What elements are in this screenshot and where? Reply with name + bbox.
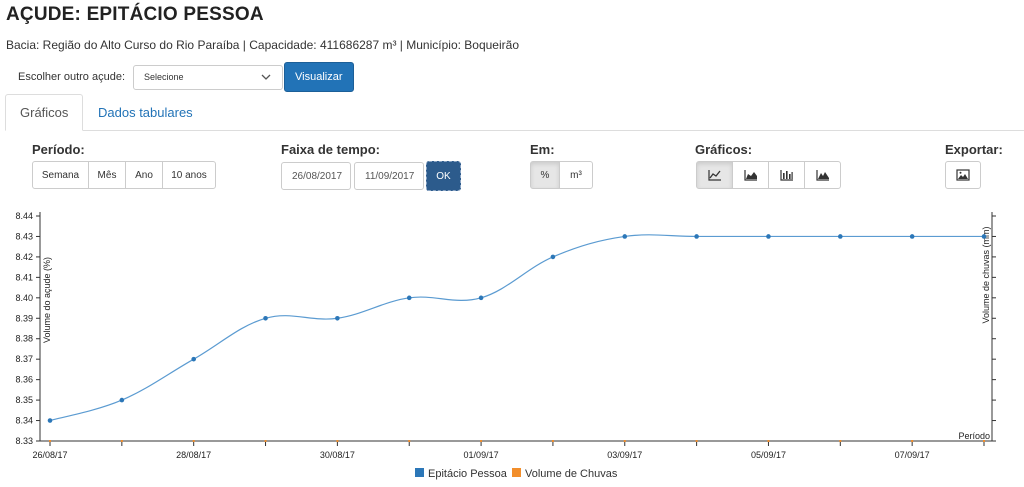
rain-mark (839, 440, 842, 442)
image-icon (956, 169, 970, 181)
date-to-input[interactable]: 11/09/2017 (354, 162, 424, 190)
y-tick-label: 8.39 (15, 313, 33, 323)
unit-percent-button[interactable]: % (530, 161, 560, 189)
y-tick-label: 8.36 (15, 375, 33, 385)
chart-type-button-group (696, 161, 841, 189)
period-button-group: Semana Mês Ano 10 anos (32, 161, 216, 189)
y-axis-label: Volume do açude (%) (42, 257, 52, 343)
visualize-button[interactable]: Visualizar (284, 62, 354, 92)
data-point[interactable] (263, 315, 268, 321)
data-point[interactable] (406, 295, 412, 301)
line-chart-button[interactable] (696, 161, 733, 189)
bar-chart-icon (779, 170, 793, 181)
picker-label: Escolher outro açude: (18, 71, 126, 83)
y-tick-label: 8.44 (15, 211, 33, 221)
reservoir-info: Bacia: Região do Alto Curso do Rio Paraí… (6, 38, 519, 52)
rain-mark (551, 440, 554, 442)
unit-m3-button[interactable]: m³ (559, 161, 593, 189)
data-point[interactable] (47, 418, 53, 423)
data-point[interactable] (478, 295, 484, 301)
y-tick-label: 8.42 (15, 252, 33, 262)
page-title: AÇUDE: EPITÁCIO PESSOA (6, 4, 264, 25)
rain-mark (983, 440, 985, 442)
rain-mark (623, 440, 626, 442)
rain-mark (336, 440, 339, 442)
export-button-group (945, 161, 981, 189)
rain-mark (480, 440, 483, 442)
data-point[interactable] (838, 234, 843, 239)
series-line-epitacio-pessoa (49, 234, 984, 422)
x-tick-label: 30/08/17 (320, 450, 355, 460)
ok-button[interactable]: OK (426, 161, 461, 191)
period-label: Período: (32, 142, 85, 157)
rain-mark (192, 440, 195, 442)
right-y-axis-label: Volume de chuvas (mm) (981, 226, 991, 323)
rain-mark (911, 440, 914, 442)
mountain-chart-button[interactable] (804, 161, 841, 189)
rain-mark (767, 440, 770, 442)
rain-mark (408, 440, 411, 442)
unit-label: Em: (530, 142, 555, 157)
reservoir-select[interactable]: Selecione (133, 64, 284, 90)
date-to-value: 11/09/2017 (365, 170, 415, 182)
date-from-value: 26/08/2017 (292, 170, 343, 182)
x-tick-label: 05/09/17 (751, 450, 786, 460)
tab-graficos[interactable]: Gráficos (5, 94, 84, 131)
y-tick-label: 8.33 (15, 436, 33, 446)
y-tick-label: 8.40 (15, 293, 33, 303)
area-chart-icon (743, 170, 757, 181)
tab-dados-tabulares[interactable]: Dados tabulares (98, 104, 193, 120)
data-point[interactable] (335, 315, 340, 321)
bar-chart-button[interactable] (768, 161, 805, 189)
period-month-button[interactable]: Mês (88, 161, 126, 189)
data-point[interactable] (622, 234, 628, 239)
y-tick-label: 8.41 (15, 272, 33, 282)
charts-label: Gráficos: (695, 142, 753, 157)
legend-swatch-volume-de-chuvas (512, 468, 521, 477)
period-10years-button[interactable]: 10 anos (162, 161, 216, 189)
data-point[interactable] (766, 234, 771, 239)
y-tick-label: 8.34 (15, 416, 33, 426)
select-value: Selecione (144, 72, 184, 82)
date-from-input[interactable]: 26/08/2017 (281, 162, 351, 190)
data-point[interactable] (119, 397, 125, 403)
data-point[interactable] (191, 356, 196, 362)
reservoir-picker: Escolher outro açude: Selecione Visualiz… (18, 62, 354, 92)
mountain-chart-icon (815, 170, 829, 181)
legend-label-epitacio-pessoa[interactable]: Epitácio Pessoa (428, 468, 508, 480)
rain-mark (695, 440, 698, 442)
y-tick-label: 8.35 (15, 395, 33, 405)
data-point[interactable] (550, 254, 556, 260)
y-tick-label: 8.37 (15, 354, 33, 364)
y-tick-label: 8.38 (15, 334, 33, 344)
rain-mark (264, 440, 267, 442)
area-chart-button[interactable] (732, 161, 769, 189)
x-tick-label: 01/09/17 (464, 450, 499, 460)
tab-bar: Gráficos Dados tabulares (5, 94, 1024, 131)
period-week-button[interactable]: Semana (32, 161, 89, 189)
data-point[interactable] (694, 234, 699, 239)
rain-mark (120, 440, 123, 442)
legend-label-volume-de-chuvas[interactable]: Volume de Chuvas (525, 468, 618, 480)
unit-button-group: % m³ (530, 161, 593, 189)
legend-swatch-epitacio-pessoa (415, 468, 424, 477)
rain-mark (49, 440, 51, 442)
x-tick-label: 07/09/17 (895, 450, 930, 460)
line-chart-icon (707, 170, 721, 181)
export-label: Exportar: (945, 142, 1003, 157)
time-range-label: Faixa de tempo: (281, 142, 380, 157)
legend: Epitácio Pessoa Volume de Chuvas (415, 468, 618, 480)
data-point[interactable] (981, 234, 987, 239)
y-tick-label: 8.43 (15, 231, 33, 241)
chevron-down-icon (261, 74, 271, 80)
period-year-button[interactable]: Ano (125, 161, 163, 189)
x-tick-label: 26/08/17 (32, 450, 67, 460)
x-tick-label: 03/09/17 (607, 450, 642, 460)
reservoir-volume-chart: Volume do açude (%) Volume de chuvas (mm… (15, 211, 996, 480)
x-axis-label: Período (958, 431, 990, 441)
x-tick-label: 28/08/17 (176, 450, 211, 460)
data-point[interactable] (909, 234, 915, 239)
export-image-button[interactable] (945, 161, 981, 189)
